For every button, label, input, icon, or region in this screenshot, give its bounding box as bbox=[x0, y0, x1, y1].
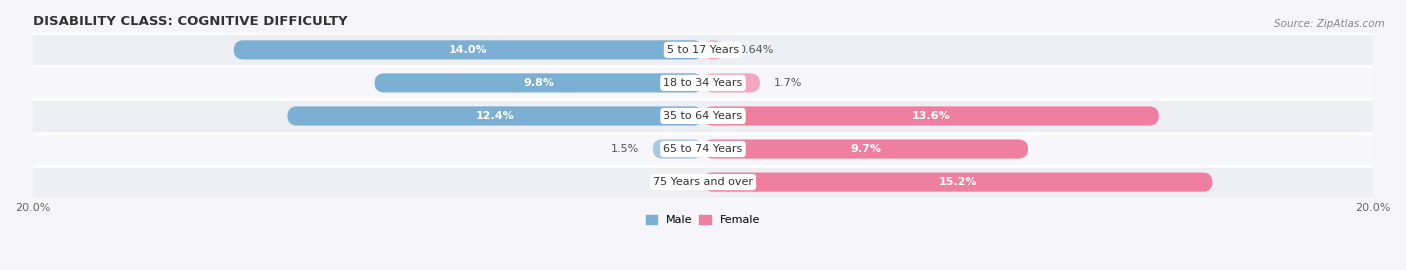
Text: 1.7%: 1.7% bbox=[773, 78, 801, 88]
Text: 9.8%: 9.8% bbox=[523, 78, 554, 88]
Text: 1.5%: 1.5% bbox=[612, 144, 640, 154]
Bar bbox=[32, 166, 1374, 199]
Text: 75 Years and over: 75 Years and over bbox=[652, 177, 754, 187]
FancyBboxPatch shape bbox=[703, 139, 1028, 158]
FancyBboxPatch shape bbox=[703, 73, 761, 93]
Text: 15.2%: 15.2% bbox=[938, 177, 977, 187]
Text: 12.4%: 12.4% bbox=[475, 111, 515, 121]
Bar bbox=[32, 99, 1374, 133]
Text: 65 to 74 Years: 65 to 74 Years bbox=[664, 144, 742, 154]
Text: 35 to 64 Years: 35 to 64 Years bbox=[664, 111, 742, 121]
Text: 9.7%: 9.7% bbox=[851, 144, 882, 154]
Text: 18 to 34 Years: 18 to 34 Years bbox=[664, 78, 742, 88]
Text: 13.6%: 13.6% bbox=[911, 111, 950, 121]
Text: 14.0%: 14.0% bbox=[449, 45, 488, 55]
FancyBboxPatch shape bbox=[703, 173, 1212, 192]
Text: 0.64%: 0.64% bbox=[738, 45, 773, 55]
FancyBboxPatch shape bbox=[374, 73, 703, 93]
FancyBboxPatch shape bbox=[703, 106, 1159, 126]
Text: Source: ZipAtlas.com: Source: ZipAtlas.com bbox=[1274, 19, 1385, 29]
Text: 0.0%: 0.0% bbox=[661, 177, 689, 187]
FancyBboxPatch shape bbox=[233, 40, 703, 59]
FancyBboxPatch shape bbox=[287, 106, 703, 126]
Bar bbox=[32, 33, 1374, 66]
FancyBboxPatch shape bbox=[703, 40, 724, 59]
Text: 5 to 17 Years: 5 to 17 Years bbox=[666, 45, 740, 55]
Legend: Male, Female: Male, Female bbox=[641, 210, 765, 230]
FancyBboxPatch shape bbox=[652, 139, 703, 158]
Bar bbox=[32, 66, 1374, 99]
Bar bbox=[32, 133, 1374, 166]
Text: DISABILITY CLASS: COGNITIVE DIFFICULTY: DISABILITY CLASS: COGNITIVE DIFFICULTY bbox=[32, 15, 347, 28]
